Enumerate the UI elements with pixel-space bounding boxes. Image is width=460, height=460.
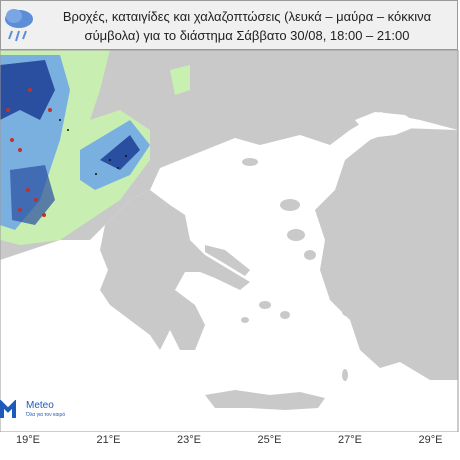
title: Βροχές, καταιγίδες και χαλαζοπτώσεις (λε… (41, 7, 453, 45)
rain-icon (5, 9, 33, 42)
map (0, 50, 459, 432)
longitude-label: 29°E (418, 434, 443, 446)
logo-name: Meteo (26, 400, 54, 411)
longitude-label: 21°E (96, 434, 121, 446)
longitude-label: 27°E (338, 434, 362, 446)
header: Βροχές, καταιγίδες και χαλαζοπτώσεις (λε… (0, 0, 458, 50)
longitude-label: 19°E (16, 434, 40, 446)
logo: Meteo Όλα για τον καιρό (0, 398, 70, 422)
logo-tagline: Όλα για τον καιρό (26, 412, 66, 418)
longitude-axis: 19°E 21°E 23°E 25°E 27°E 29°E (0, 432, 460, 452)
logo-mark (0, 400, 16, 418)
longitude-label: 25°E (257, 434, 282, 446)
longitude-label: 23°E (177, 434, 201, 446)
title-line: σύμβολα) για το διάστημα Σάββατο 30/08, … (84, 28, 410, 43)
title-line: Βροχές, καταιγίδες και χαλαζοπτώσεις (λε… (62, 9, 432, 24)
